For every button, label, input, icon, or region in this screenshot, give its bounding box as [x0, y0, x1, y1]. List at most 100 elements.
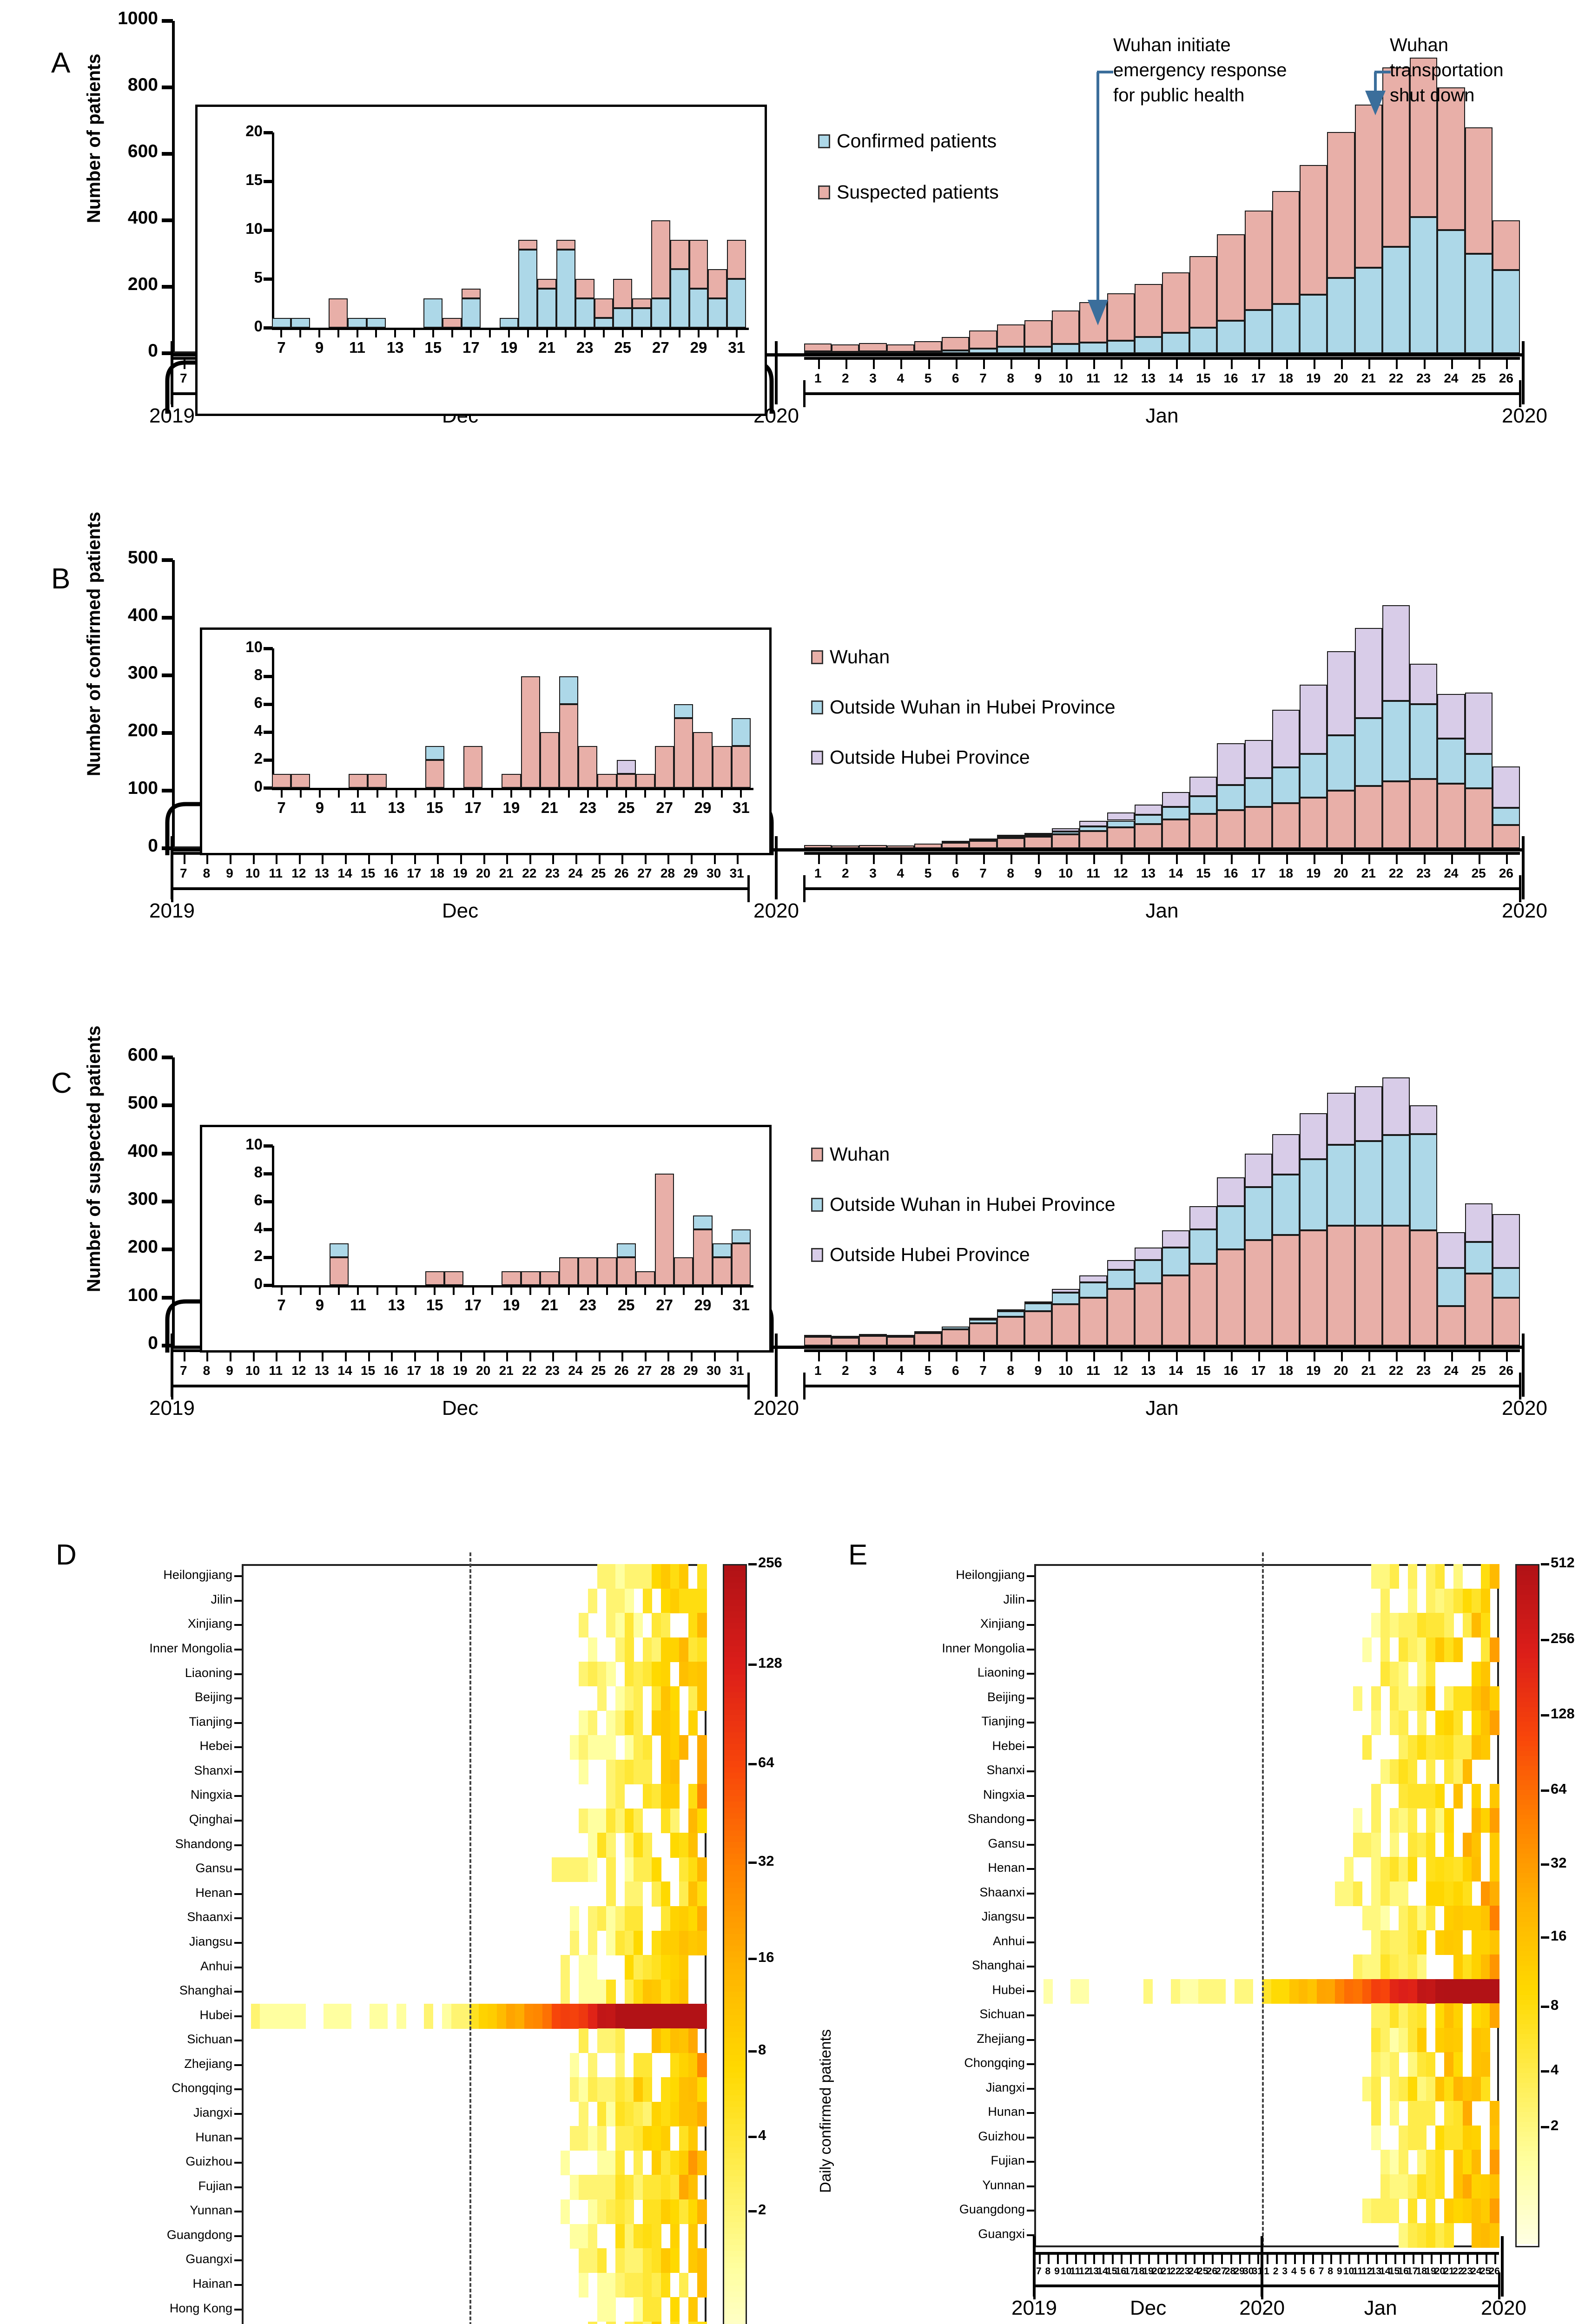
bar-segment — [1492, 1297, 1520, 1346]
date-tick-label: 8 — [1327, 2266, 1334, 2277]
heatmap-cell — [588, 1735, 598, 1760]
date-tick-label: 12 — [1079, 2266, 1090, 2277]
bar-segment — [1272, 803, 1300, 848]
date-tick-label: 7 — [180, 866, 187, 880]
heatmap-row-label: Hebei — [992, 1738, 1025, 1753]
inset-bar-segment — [444, 1271, 463, 1285]
heatmap-cell — [634, 1979, 643, 2004]
heatmap-cell — [1480, 1979, 1490, 2004]
heatmap-cell — [1371, 1832, 1381, 1857]
colorbar-band — [1517, 2224, 1538, 2230]
bar-segment — [1162, 272, 1190, 333]
colorbar-band — [1517, 1570, 1538, 1576]
heatmap-row-tick — [234, 1917, 242, 1920]
heatmap-cell — [1490, 1686, 1499, 1711]
heatmap-cell — [579, 2028, 588, 2053]
colorbar-band — [724, 2141, 746, 2148]
colorbar-band — [1517, 2136, 1538, 2142]
heatmap-cell — [1407, 1783, 1418, 1809]
heatmap-cell — [697, 1588, 707, 1613]
heatmap-cell — [1444, 1832, 1454, 1857]
inset-bar-segment — [559, 1257, 579, 1285]
legend-swatch — [811, 700, 823, 714]
inset-x-tick — [376, 1287, 378, 1295]
panel-c-inset: 0 2 4 6 8 10 7 9 11 13 15 17 19 21 23 25 27 29 31 — [200, 1125, 772, 1353]
legend-label: Suspected patients — [837, 181, 999, 203]
heatmap-cell — [588, 1979, 598, 2004]
date-tick — [1121, 360, 1123, 369]
colorbar-band — [1517, 1980, 1538, 1986]
year-sep-2020-end — [1501, 2236, 1504, 2297]
bar-column — [1465, 1057, 1493, 1346]
heatmap-cell — [670, 1955, 680, 1980]
heatmap-row-label: Guangdong — [166, 2227, 232, 2242]
heatmap-cell — [1490, 2101, 1499, 2126]
year-start-label: 2019 — [149, 899, 195, 922]
inset-bar-segment — [578, 1257, 598, 1285]
heatmap-cell — [1407, 1930, 1418, 1955]
heatmap-cell — [1453, 2076, 1463, 2101]
inset-bar-segment — [423, 298, 443, 328]
heatmap-cell — [1362, 1906, 1372, 1931]
inset-x-tick — [510, 1287, 512, 1295]
colorbar-band — [1517, 1907, 1538, 1913]
heatmap-cell — [579, 2126, 588, 2151]
inset-bar-segment — [708, 298, 727, 328]
heatmap-cell — [660, 2077, 671, 2102]
heatmap-cell — [579, 2248, 588, 2273]
heatmap-cell — [1380, 2027, 1390, 2053]
date-tick — [845, 855, 847, 864]
colorbar-band — [1517, 1731, 1538, 1737]
heatmap-cell — [1353, 1979, 1363, 2004]
colorbar-band — [1517, 1834, 1538, 1839]
heatmap-cell — [1453, 1588, 1463, 1613]
colorbar-tick-label: 4 — [1551, 2061, 1559, 2078]
inset-bar-segment — [272, 774, 291, 788]
colorbar-band — [1517, 2073, 1538, 2079]
heatmap-cell — [324, 2004, 333, 2029]
heatmap-cell — [670, 1686, 680, 1711]
date-tick-label: 6 — [1309, 2266, 1315, 2277]
panel-e-label: E — [848, 1539, 868, 1571]
heatmap-cell — [1444, 1613, 1454, 1638]
inset-y-tick-label: 10 — [245, 638, 263, 655]
heatmap-cell — [634, 1613, 643, 1638]
heatmap-cell — [688, 1662, 698, 1687]
inset-bar-segment — [537, 289, 556, 328]
heatmap-cell — [1371, 1857, 1381, 1882]
bar-segment — [1162, 1275, 1190, 1346]
heatmap-cell — [1480, 1637, 1490, 1662]
heatmap-cell — [1435, 2076, 1445, 2101]
heatmap-cell — [652, 2272, 661, 2298]
y-tick-label: 400 — [127, 208, 158, 228]
colorbar-band — [724, 2320, 746, 2324]
colorbar-band — [1517, 1858, 1538, 1864]
y-tick-label: 600 — [127, 1045, 158, 1065]
heatmap-cell — [1371, 2125, 1381, 2150]
dec-month-label: Dec — [442, 1397, 479, 1419]
y-tick-label: 1000 — [118, 8, 158, 28]
heatmap-cell — [1308, 1979, 1317, 2004]
inset-x-axis — [272, 788, 753, 790]
date-tick — [252, 1352, 255, 1361]
heatmap-row-tick — [234, 2015, 242, 2017]
x-axis-line — [172, 353, 1525, 357]
colorbar-band — [724, 2291, 746, 2298]
heatmap-row-label: Zhejiang — [184, 2056, 232, 2071]
heatmap-cell — [1453, 2101, 1463, 2126]
axis-endcap — [1519, 1373, 1521, 1400]
bar-column — [914, 1057, 942, 1346]
colorbar-band — [1517, 1765, 1538, 1771]
heatmap-cell — [1289, 1979, 1299, 2004]
y-tick — [162, 218, 173, 222]
heatmap-cell — [624, 2004, 634, 2029]
y-tick — [162, 616, 173, 620]
inset-bar-column — [651, 132, 670, 328]
inset-x-tick — [319, 790, 321, 798]
heatmap-cell — [1435, 1637, 1445, 1662]
date-tick-label: 26 — [1499, 371, 1513, 385]
colorbar-tick — [1541, 2070, 1549, 2073]
inset-bar-column — [444, 648, 463, 788]
date-tick — [1103, 2255, 1105, 2264]
heatmap-cell — [424, 2004, 434, 2029]
